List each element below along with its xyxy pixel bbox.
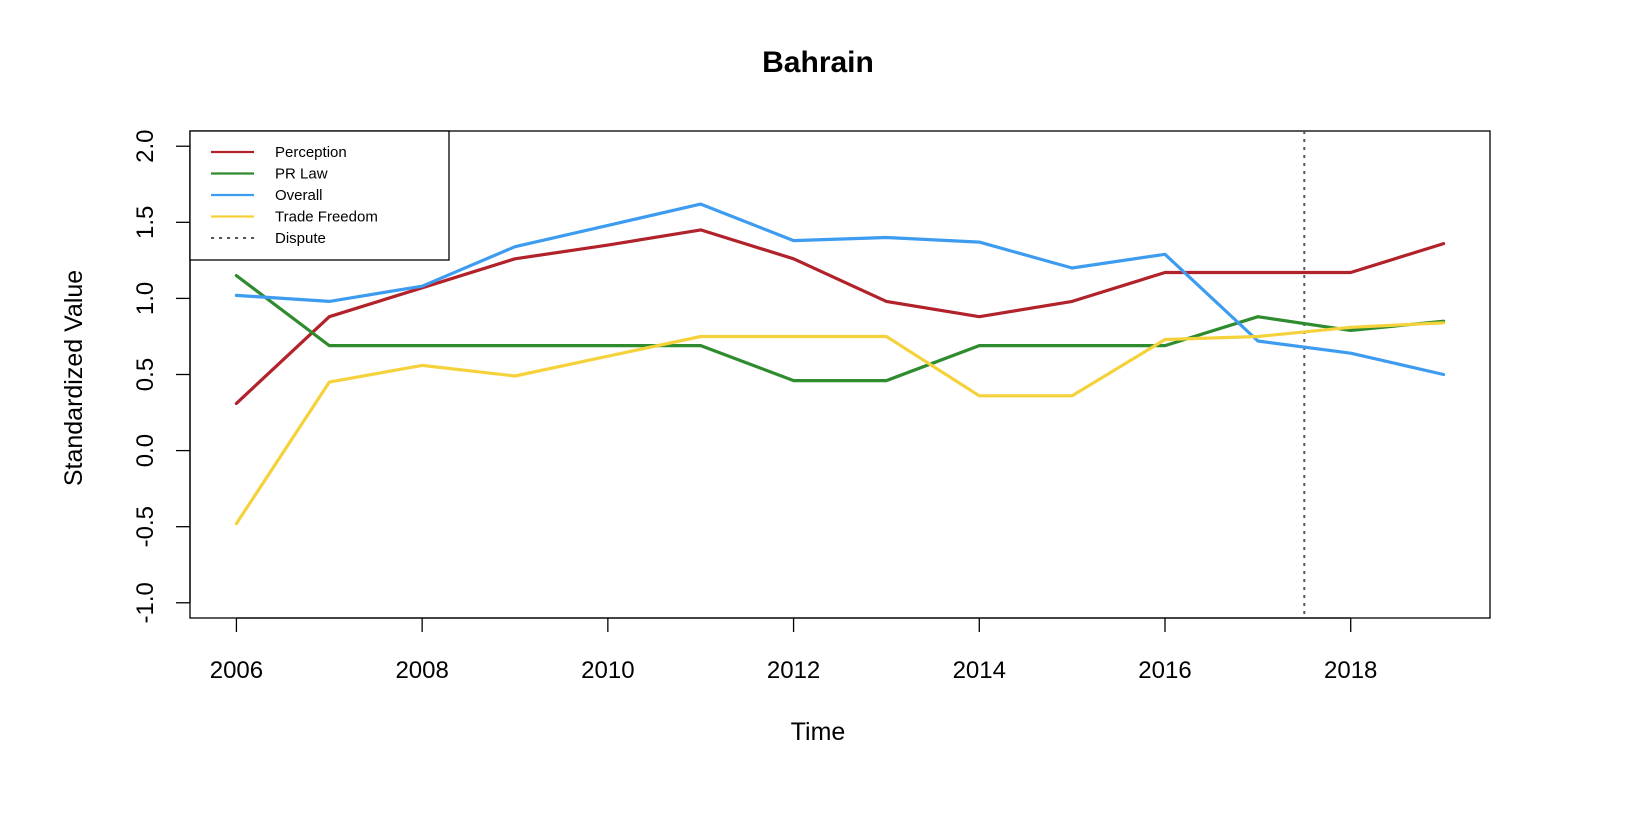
legend-label-trade-freedom: Trade Freedom [275,209,378,226]
legend-label-perception: Perception [275,144,347,161]
y-tick-label: -0.5 [132,506,159,547]
x-tick-label: 2018 [1324,657,1377,684]
chart-title: Bahrain [762,46,874,79]
y-tick-label: 1.5 [132,206,159,239]
series-line-pr-law [234,274,1446,383]
x-axis-label: Time [791,718,846,746]
y-tick-label: 2.0 [132,130,159,163]
x-tick-label: 2010 [581,657,634,684]
legend-label-overall: Overall [275,187,323,204]
series-line-trade-freedom [234,321,1446,526]
y-tick-label: 1.0 [132,282,159,315]
legend-label-dispute: Dispute [275,230,326,247]
x-tick-label: 2008 [395,657,448,684]
y-axis-label: Standardized Value [60,270,88,486]
x-tick-label: 2016 [1138,657,1191,684]
series-line-perception [234,228,1446,405]
y-tick-label: -1.0 [132,582,159,623]
y-tick-label: 0.5 [132,358,159,391]
x-tick-label: 2012 [767,657,820,684]
series-line-overall [234,202,1446,377]
plot-area: 2006 2008 2010 2012 2014 2016 2018 -1.0 -0.5 0.0 0… [132,130,1491,684]
x-tick-label: 2014 [953,657,1006,684]
x-tick-label: 2006 [210,657,263,684]
legend-label-pr-law: PR Law [275,166,328,183]
y-tick-label: 0.0 [132,434,159,467]
